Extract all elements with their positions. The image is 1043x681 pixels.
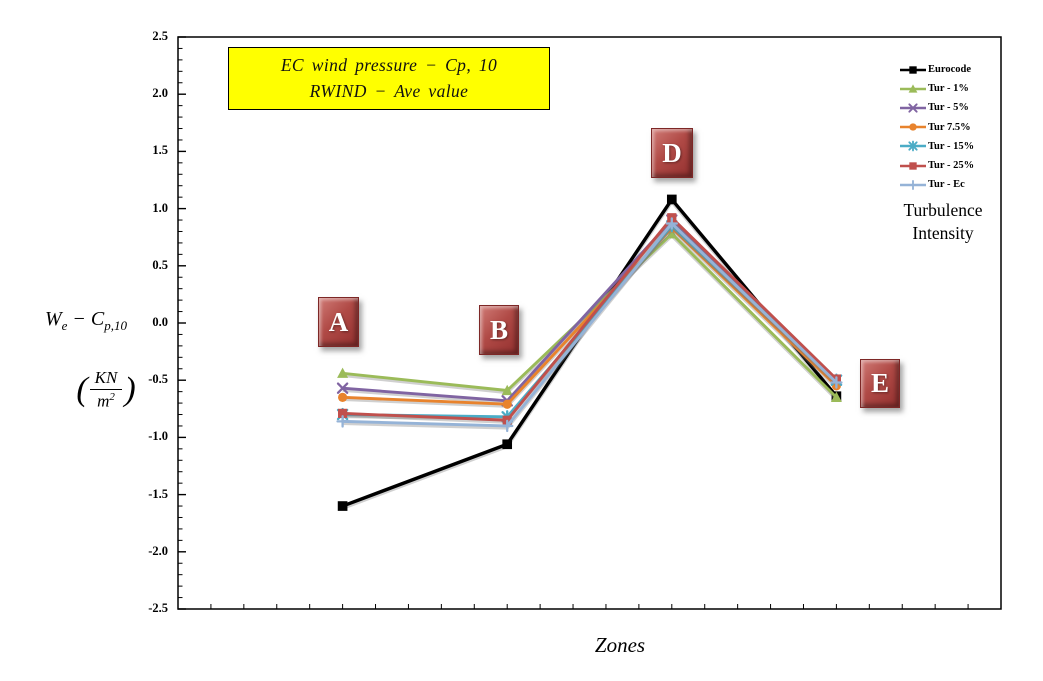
y-tick-label: -2.0 [148, 543, 168, 558]
marker-circle [909, 123, 917, 131]
series-tur-ec [336, 217, 843, 433]
marker-circle [338, 392, 348, 402]
chart-title-line1: EC wind pressure − Cp, 10 [280, 55, 498, 76]
zone-badge-b: B [479, 305, 519, 355]
y-axis-title: We − Cp,10 [6, 308, 166, 334]
unit-denominator: m2 [97, 391, 115, 411]
y-axis-symbol-sub: e [61, 318, 68, 333]
y-tick-label: 1.5 [152, 143, 168, 158]
unit-numerator: KN [89, 368, 123, 390]
y-tick-label: -0.5 [148, 372, 168, 387]
y-tick-label: -2.5 [148, 601, 168, 615]
y-axis-coef: C [90, 308, 105, 330]
chart-title-line2: RWIND − Ave value [309, 80, 469, 101]
marker-plus [665, 217, 679, 230]
zone-badge-e: E [860, 359, 900, 408]
y-axis-separator: − [72, 308, 86, 330]
unit-fraction: KN m2 [89, 368, 123, 412]
marker-triangle [501, 384, 513, 396]
legend-footer-line2: Intensity [912, 223, 974, 244]
legend-marker [900, 161, 926, 170]
marker-x [336, 382, 349, 394]
legend-footer: Turbulence Intensity [880, 199, 1006, 245]
unit-close-paren: ) [124, 370, 136, 408]
legend-label: Tur 7.5% [928, 121, 971, 133]
zone-badge-a: A [318, 297, 359, 347]
marker-square [909, 161, 917, 170]
y-tick-label: -1.0 [148, 429, 168, 444]
legend-marker [900, 84, 926, 93]
marker-triangle [666, 228, 678, 239]
zone-badge-d: D [651, 128, 693, 178]
y-tick-label: 2.0 [152, 86, 168, 101]
legend-item-4: Tur 7.5% [899, 120, 971, 135]
legend-item-7: Tur - Ec [899, 177, 965, 192]
marker-triangle [830, 391, 842, 402]
x-axis-title: Zones [594, 633, 646, 657]
legend-label: Eurocode [928, 64, 971, 75]
y-tick-label: 2.5 [152, 29, 168, 43]
legend-item-5: Tur - 15% [899, 139, 974, 154]
legend-item-3: Tur - 5% [899, 100, 969, 115]
legend-marker [900, 179, 926, 190]
marker-square [338, 408, 348, 418]
marker-circle [502, 399, 512, 409]
marker-square [337, 501, 348, 511]
legend-label: Tur - Ec [928, 179, 965, 191]
marker-plus [336, 415, 349, 428]
chart-title-box: EC wind pressure − Cp, 10 RWIND − Ave va… [228, 47, 550, 110]
legend-item-2: Tur - 1% [899, 81, 969, 96]
marker-triangle [908, 84, 918, 93]
marker-triangle [337, 367, 349, 378]
legend-label: Tur - 1% [928, 83, 969, 95]
legend-marker [900, 140, 926, 152]
legend-item-6: Tur - 25% [899, 158, 974, 173]
marker-square [666, 194, 677, 205]
marker-plus [830, 376, 843, 389]
legend-footer-line1: Turbulence [903, 200, 983, 220]
y-tick-label: -1.5 [148, 486, 168, 501]
series-eurocode [337, 194, 842, 511]
y-tick-label: 0.5 [152, 257, 168, 272]
marker-square [909, 65, 917, 74]
legend-marker [900, 65, 926, 74]
marker-plus [908, 179, 918, 190]
y-tick-label: 1.0 [152, 200, 168, 215]
y-axis-symbol: W [44, 308, 62, 330]
legend-label: Tur - 25% [928, 160, 975, 171]
marker-star [908, 140, 918, 152]
legend-marker [900, 123, 926, 131]
y-tick-label: 0.0 [152, 315, 168, 329]
marker-plus [500, 419, 514, 433]
legend-label: Tur - 5% [928, 102, 969, 114]
y-axis-unit: ( KN m2 ) [46, 368, 166, 412]
legend-label: Tur - 15% [928, 140, 975, 152]
legend-item-1: Eurocode [899, 62, 971, 77]
marker-square [502, 439, 513, 450]
y-axis-coef-sub: p,10 [104, 318, 128, 333]
legend-marker [900, 103, 926, 113]
marker-x [908, 103, 918, 113]
unit-open-paren: ( [76, 370, 88, 408]
